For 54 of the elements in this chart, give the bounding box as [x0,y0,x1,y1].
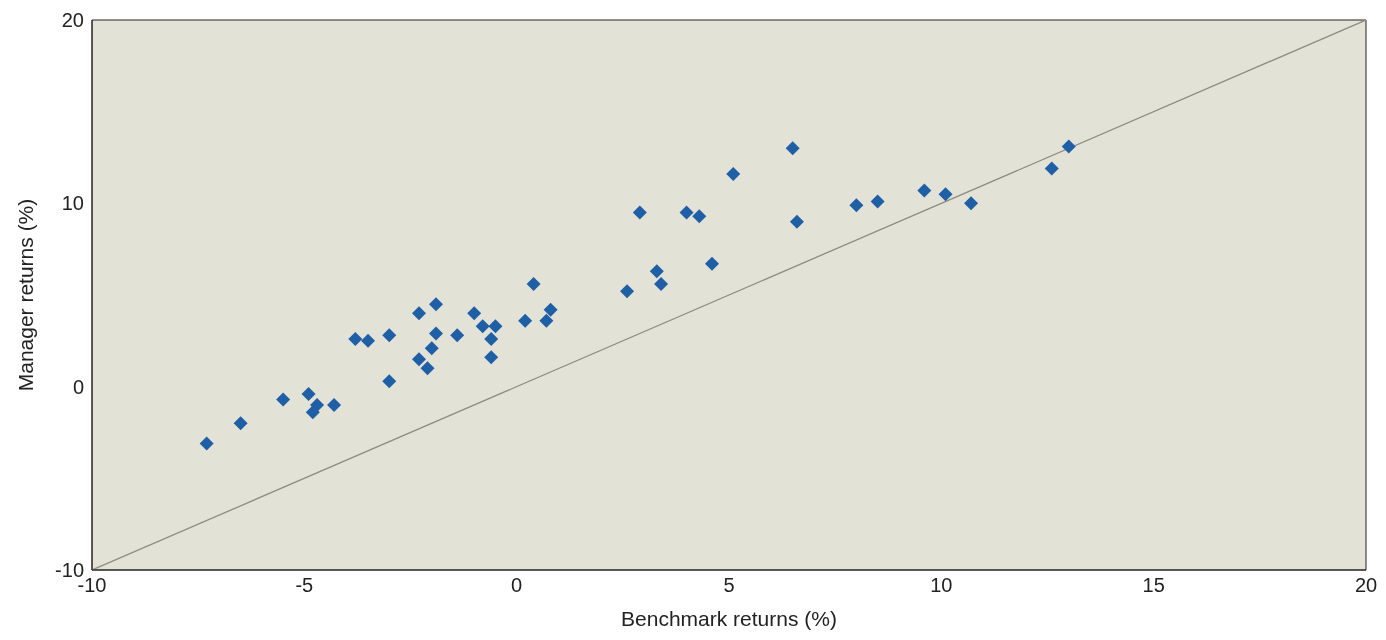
point [475,319,490,334]
point [411,352,426,367]
point [199,436,214,451]
point [361,333,376,348]
point [428,326,443,341]
point [705,256,720,271]
point [301,387,316,401]
point [964,196,979,211]
point [526,277,541,291]
x-tick-label: -5 [295,574,314,597]
point [785,141,800,156]
point [327,398,342,412]
point [632,205,647,220]
point [484,350,499,365]
point [849,198,864,213]
point [917,183,932,198]
point [692,209,707,224]
x-tick-label: 0 [511,574,523,597]
point [488,319,503,334]
point [467,306,482,321]
y-axis-title: Manager returns (%) [14,198,38,392]
x-tick-label: 15 [1142,574,1165,597]
point [654,277,669,291]
point [424,341,439,356]
point [789,214,804,229]
point [1044,161,1059,176]
point [543,302,558,317]
point [1061,139,1076,154]
point [348,332,363,346]
point [620,284,635,299]
point [382,374,397,389]
point [233,416,248,431]
point [649,264,664,279]
point [450,328,465,343]
point [411,306,426,321]
x-tick-label: 20 [1354,574,1378,597]
x-tick-label: 10 [930,574,953,597]
point [382,328,397,343]
point [305,405,320,420]
point [870,194,885,209]
x-tick-label: 5 [723,574,735,597]
y-tick-label: 10 [61,192,84,215]
point [484,332,499,346]
point [679,205,694,220]
point [539,313,554,328]
y-tick-label: 20 [61,9,84,32]
point [518,313,533,328]
x-axis-title: Benchmark returns (%) [621,607,837,630]
point [420,361,435,376]
point [276,392,291,407]
point [428,297,443,312]
point [938,187,953,202]
point [726,167,741,181]
y-tick-label: 0 [72,375,84,398]
